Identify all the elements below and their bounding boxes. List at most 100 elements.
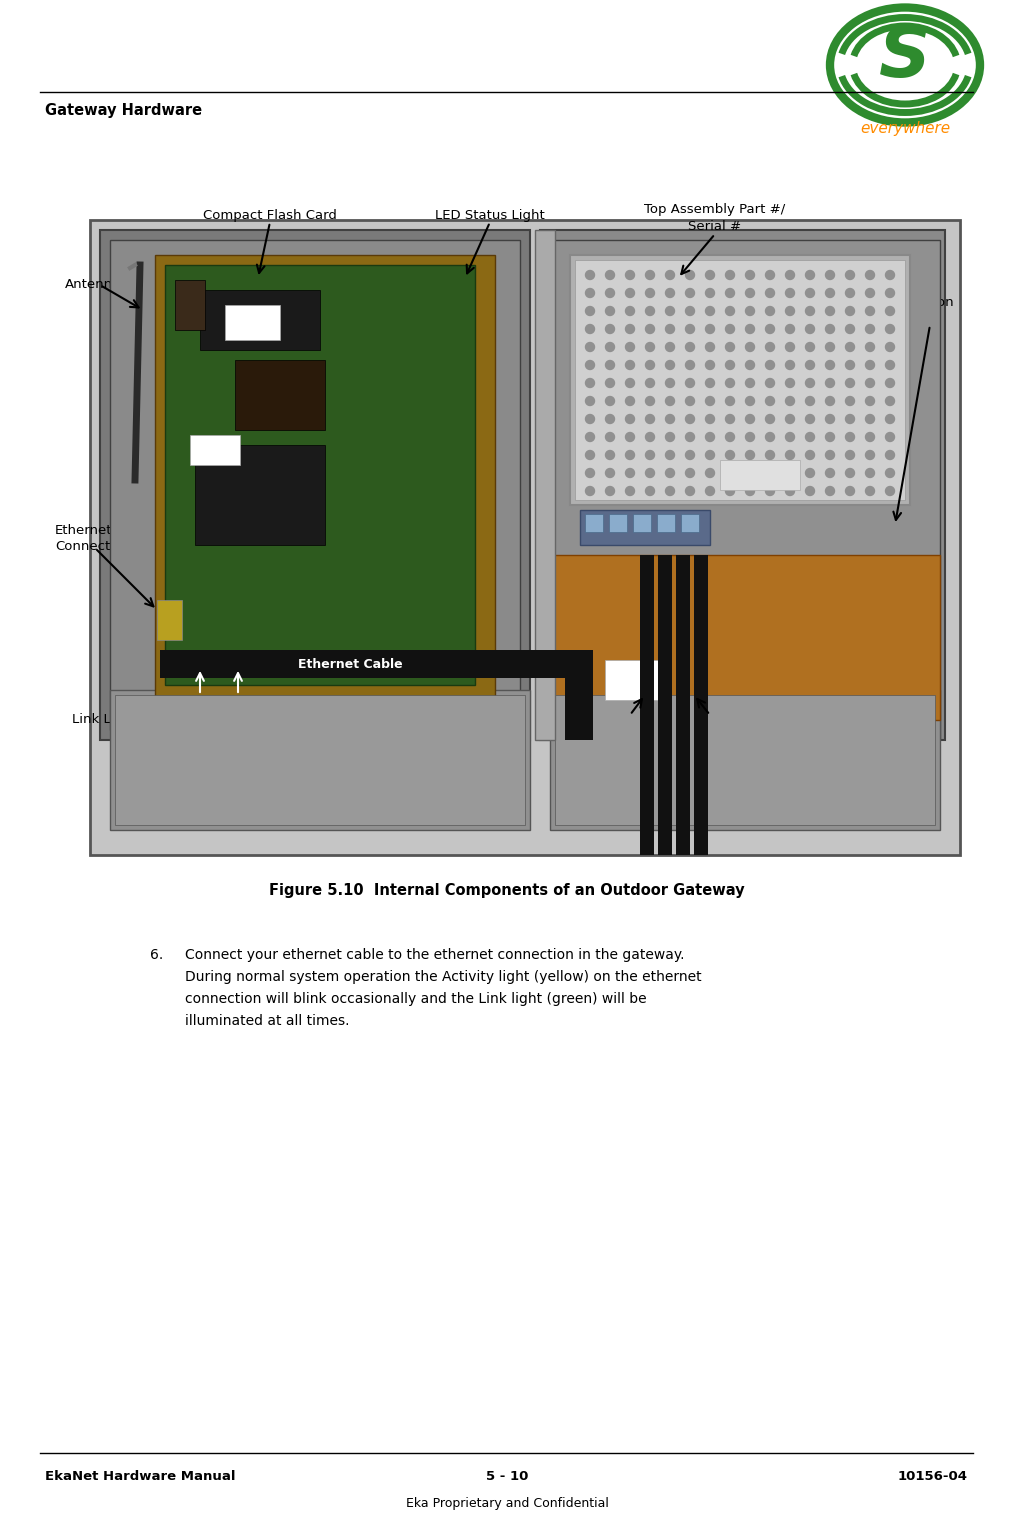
FancyBboxPatch shape	[550, 555, 940, 720]
Text: 10156-04: 10156-04	[898, 1471, 968, 1483]
Circle shape	[746, 378, 755, 388]
Text: connection will blink occasionally and the Link light (green) will be: connection will blink occasionally and t…	[185, 992, 646, 1006]
Circle shape	[705, 288, 714, 298]
Circle shape	[645, 468, 654, 478]
Circle shape	[785, 450, 794, 459]
Circle shape	[606, 342, 615, 351]
Text: Eka Proprietary and Confidential: Eka Proprietary and Confidential	[405, 1497, 609, 1509]
Circle shape	[885, 432, 894, 441]
Circle shape	[865, 450, 874, 459]
Circle shape	[686, 325, 695, 334]
Circle shape	[785, 378, 794, 388]
Circle shape	[865, 270, 874, 279]
Circle shape	[606, 468, 615, 478]
Circle shape	[606, 397, 615, 406]
FancyBboxPatch shape	[633, 514, 651, 533]
Text: During normal system operation the Activity light (yellow) on the ethernet: During normal system operation the Activ…	[185, 971, 702, 984]
Circle shape	[725, 468, 734, 478]
Circle shape	[805, 450, 814, 459]
Circle shape	[705, 415, 714, 424]
Circle shape	[805, 360, 814, 369]
FancyBboxPatch shape	[681, 514, 699, 533]
Text: everywhere: everywhere	[860, 121, 950, 136]
Circle shape	[645, 325, 654, 334]
Circle shape	[785, 270, 794, 279]
Circle shape	[606, 432, 615, 441]
FancyBboxPatch shape	[555, 694, 935, 826]
Circle shape	[846, 487, 855, 496]
Circle shape	[625, 450, 634, 459]
Circle shape	[586, 378, 595, 388]
Circle shape	[785, 397, 794, 406]
Circle shape	[686, 468, 695, 478]
Circle shape	[785, 415, 794, 424]
Circle shape	[686, 307, 695, 316]
Circle shape	[705, 450, 714, 459]
Ellipse shape	[828, 5, 983, 125]
Circle shape	[586, 307, 595, 316]
Circle shape	[645, 432, 654, 441]
Circle shape	[586, 288, 595, 298]
Circle shape	[865, 432, 874, 441]
FancyBboxPatch shape	[90, 220, 960, 855]
FancyBboxPatch shape	[194, 446, 325, 545]
Circle shape	[885, 397, 894, 406]
Circle shape	[606, 378, 615, 388]
Circle shape	[885, 450, 894, 459]
Circle shape	[766, 450, 775, 459]
Circle shape	[666, 415, 675, 424]
Circle shape	[746, 270, 755, 279]
FancyBboxPatch shape	[720, 459, 800, 490]
Circle shape	[705, 325, 714, 334]
Circle shape	[586, 270, 595, 279]
Circle shape	[645, 270, 654, 279]
Circle shape	[865, 415, 874, 424]
Circle shape	[746, 307, 755, 316]
FancyBboxPatch shape	[155, 255, 495, 716]
Circle shape	[785, 307, 794, 316]
Circle shape	[846, 325, 855, 334]
Circle shape	[666, 397, 675, 406]
Circle shape	[606, 360, 615, 369]
Circle shape	[846, 360, 855, 369]
Circle shape	[625, 432, 634, 441]
Circle shape	[586, 325, 595, 334]
Circle shape	[826, 307, 835, 316]
Circle shape	[885, 307, 894, 316]
Circle shape	[625, 325, 634, 334]
FancyBboxPatch shape	[225, 305, 280, 340]
Circle shape	[625, 468, 634, 478]
FancyBboxPatch shape	[609, 514, 627, 533]
Circle shape	[826, 487, 835, 496]
Circle shape	[766, 288, 775, 298]
Circle shape	[785, 468, 794, 478]
Text: Connect your ethernet cable to the ethernet connection in the gateway.: Connect your ethernet cable to the ether…	[185, 948, 685, 961]
Circle shape	[805, 378, 814, 388]
FancyBboxPatch shape	[676, 555, 690, 855]
Circle shape	[705, 342, 714, 351]
Circle shape	[666, 288, 675, 298]
FancyBboxPatch shape	[640, 555, 654, 855]
Circle shape	[846, 288, 855, 298]
Circle shape	[606, 270, 615, 279]
Circle shape	[705, 397, 714, 406]
Text: Compact Flash Card: Compact Flash Card	[203, 209, 337, 221]
Circle shape	[746, 288, 755, 298]
Circle shape	[625, 415, 634, 424]
Circle shape	[725, 397, 734, 406]
Circle shape	[785, 288, 794, 298]
Circle shape	[826, 360, 835, 369]
FancyBboxPatch shape	[570, 255, 910, 505]
Circle shape	[686, 415, 695, 424]
Circle shape	[686, 288, 695, 298]
Circle shape	[686, 450, 695, 459]
Circle shape	[746, 360, 755, 369]
FancyBboxPatch shape	[540, 650, 590, 678]
Circle shape	[686, 360, 695, 369]
Circle shape	[645, 307, 654, 316]
Circle shape	[625, 288, 634, 298]
Circle shape	[725, 378, 734, 388]
Circle shape	[885, 415, 894, 424]
Circle shape	[666, 270, 675, 279]
Circle shape	[805, 397, 814, 406]
